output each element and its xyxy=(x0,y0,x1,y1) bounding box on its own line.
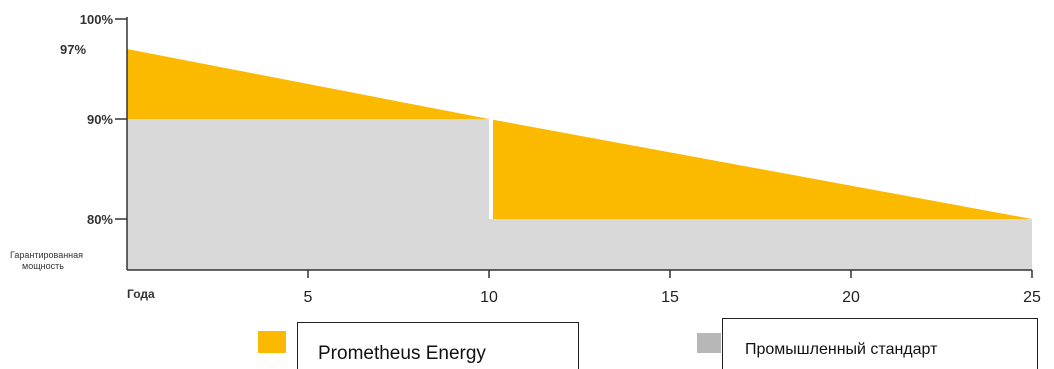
legend-box-industry: Промышленный стандарт xyxy=(722,318,1038,369)
y-tick-label: 80% xyxy=(87,212,113,227)
chart: 100%97%90%80% 5 10 15 20 25 Гарантированная … xyxy=(10,12,1041,306)
y-axis-label-line-1: Гарантированная xyxy=(10,250,83,260)
chart-areas xyxy=(127,49,1032,270)
y-tick-labels: 100% 97% 90% 80% xyxy=(60,12,127,227)
x-tick-labels: 5 10 15 20 25 xyxy=(304,270,1041,306)
legend-swatch-industry xyxy=(697,333,721,353)
y-tick-label: 90% xyxy=(87,112,113,127)
x-tick-label: 15 xyxy=(661,289,679,306)
x-tick-label: 25 xyxy=(1023,289,1041,306)
series-area-industry-standard xyxy=(127,119,1032,270)
legend-box-prometheus: Prometheus Energy xyxy=(297,322,579,369)
chart-axes xyxy=(126,17,1032,271)
series-area-prometheus-energy xyxy=(127,49,1032,219)
legend-swatch-prometheus xyxy=(258,331,286,353)
x-axis-label: Года xyxy=(127,287,155,301)
y-tick-label: 100% xyxy=(80,12,114,27)
y-tick-label: 97% xyxy=(60,42,86,57)
legend-label-industry: Промышленный стандарт xyxy=(745,341,938,358)
legend-label-prometheus: Prometheus Energy xyxy=(318,343,486,364)
y-axis-label-line-2: мощность xyxy=(22,261,64,271)
x-tick-label: 20 xyxy=(842,289,860,306)
x-tick-label: 5 xyxy=(304,289,313,306)
x-tick-label: 10 xyxy=(480,289,498,306)
